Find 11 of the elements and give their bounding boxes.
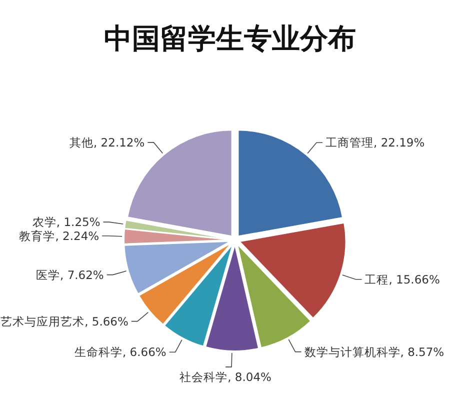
slice-label: 生命科学, 6.66%	[74, 345, 166, 360]
slice-label: 其他, 22.12%	[70, 135, 145, 150]
slice-label: 数学与计算机科学, 8.57%	[304, 344, 444, 359]
slice-label: 医学, 7.62%	[36, 268, 104, 282]
slice-label: 艺术与应用艺术, 5.66%	[0, 314, 129, 328]
slice-label: 农学, 1.25%	[32, 215, 100, 230]
chart-title: 中国留学生专业分布	[104, 22, 356, 55]
slice-label: 社会科学, 8.04%	[180, 370, 272, 384]
slice-label: 工程, 15.66%	[364, 272, 440, 286]
slice-label: 工商管理, 22.19%	[326, 136, 425, 150]
slice-label: 教育学, 2.24%	[19, 228, 100, 243]
